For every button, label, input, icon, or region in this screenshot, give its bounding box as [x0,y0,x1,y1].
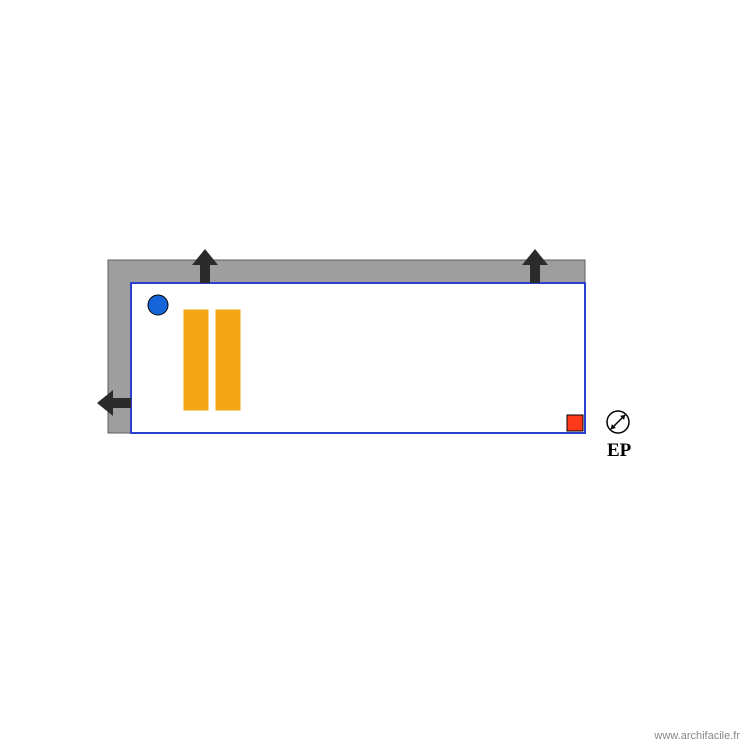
furniture-bar-1 [184,310,208,410]
blue-marker-icon [148,295,168,315]
floorplan-canvas [0,0,750,750]
furniture-bar-2 [216,310,240,410]
red-marker-icon [567,415,583,431]
watermark-text: www.archifacile.fr [654,730,740,742]
ep-label: EP [607,440,631,462]
